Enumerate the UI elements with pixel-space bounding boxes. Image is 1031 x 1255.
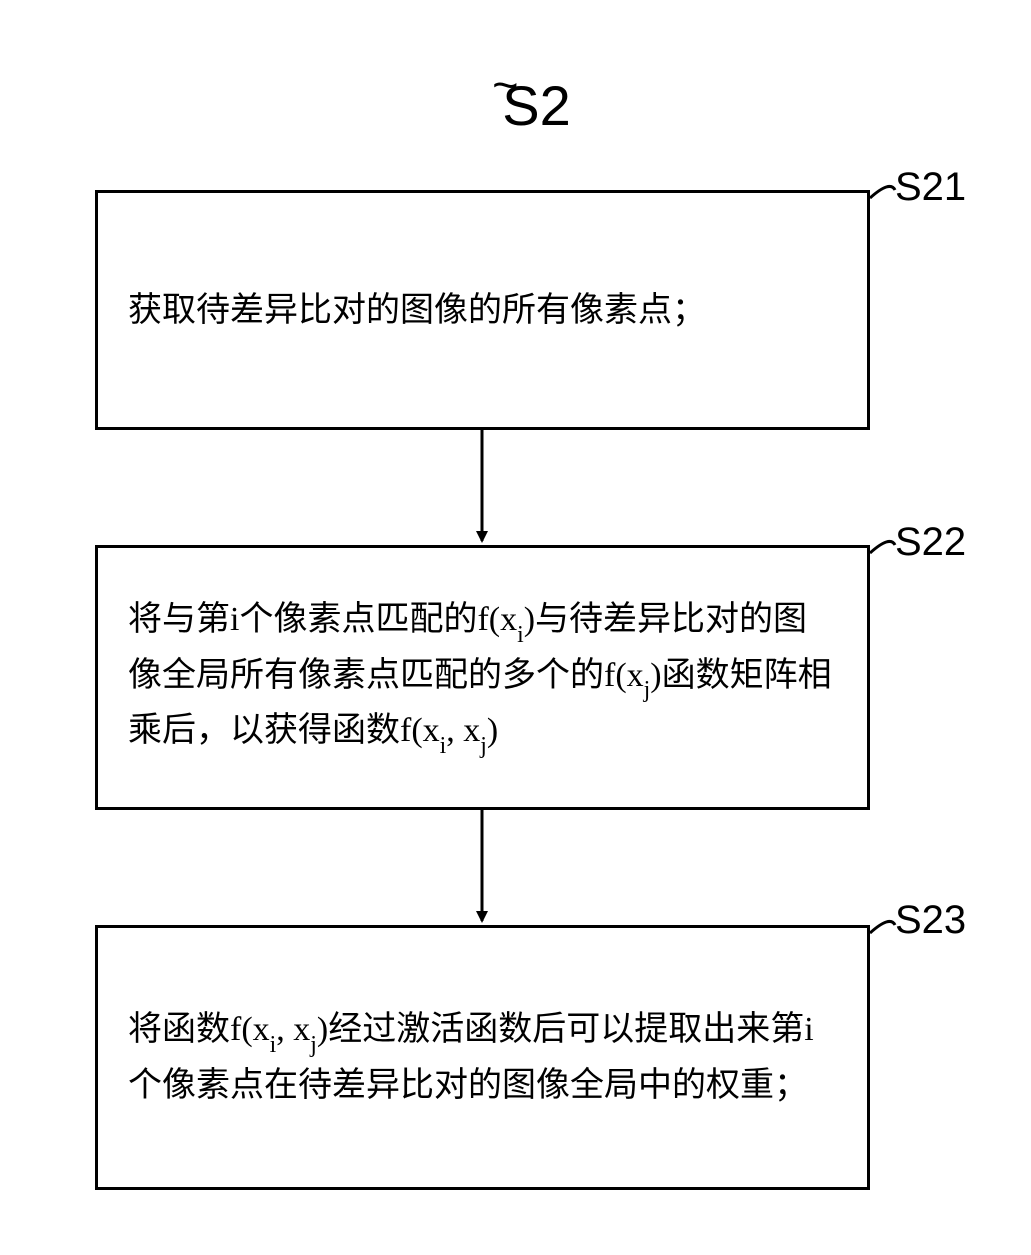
leaders-group	[870, 186, 895, 933]
title-tilde: ~	[440, 60, 571, 111]
leader-s23	[870, 921, 895, 933]
flow-node-text-s21: 获取待差异比对的图像的所有像素点；	[128, 285, 837, 336]
leader-s21	[870, 186, 895, 198]
flow-node-s21: 获取待差异比对的图像的所有像素点；	[95, 190, 870, 430]
flowchart-canvas: S2 ~ 获取待差异比对的图像的所有像素点；将与第i个像素点匹配的f(xi)与待…	[0, 0, 1031, 1255]
flow-node-s22: 将与第i个像素点匹配的f(xi)与待差异比对的图像全局所有像素点匹配的多个的f(…	[95, 545, 870, 810]
flow-node-text-s23: 将函数f(xi, xj)经过激活函数后可以提取出来第i个像素点在待差异比对的图像…	[128, 1004, 837, 1110]
step-label-s21: S21	[895, 165, 966, 210]
leader-s22	[870, 541, 895, 553]
step-label-s23: S23	[895, 898, 966, 943]
step-label-s22: S22	[895, 520, 966, 565]
flow-node-text-s22: 将与第i个像素点匹配的f(xi)与待差异比对的图像全局所有像素点匹配的多个的f(…	[128, 594, 837, 760]
flow-node-s23: 将函数f(xi, xj)经过激活函数后可以提取出来第i个像素点在待差异比对的图像…	[95, 925, 870, 1190]
